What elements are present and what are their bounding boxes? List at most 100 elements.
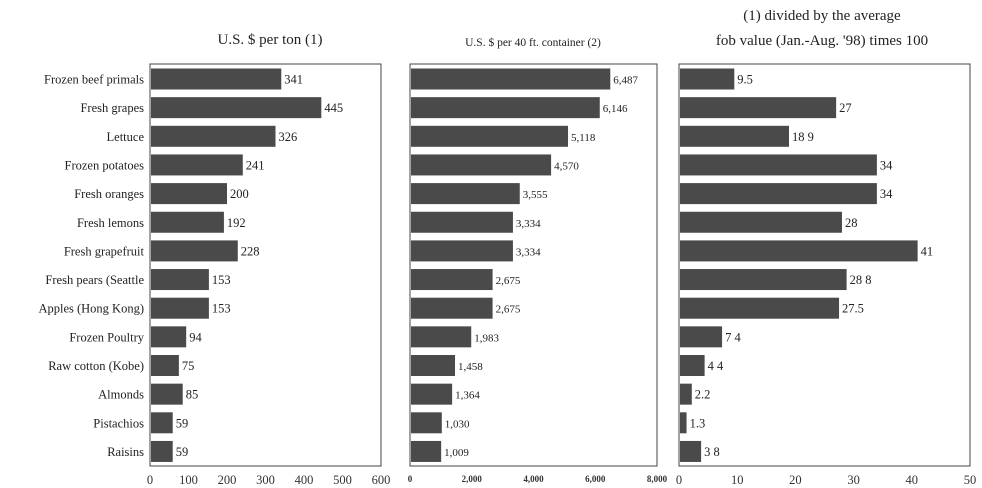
data-label: 341 — [284, 73, 303, 87]
data-label: 34 — [880, 187, 893, 201]
data-label: 1,364 — [455, 390, 480, 402]
bar — [411, 383, 453, 405]
bar — [680, 269, 847, 291]
x-tick-label: 20 — [789, 473, 802, 487]
data-label: 6,146 — [603, 103, 628, 115]
bar — [411, 269, 493, 291]
x-tick-label: 50 — [964, 473, 977, 487]
bar — [411, 355, 456, 376]
category-label: Frozen Poultry — [69, 330, 144, 344]
chart-panels: U.S. $ per ton (1)3414453262412001922281… — [147, 8, 976, 487]
bar — [411, 240, 513, 262]
bar — [411, 412, 442, 434]
x-tick-label: 100 — [179, 473, 198, 487]
data-label: 1,030 — [445, 418, 470, 430]
bar — [411, 440, 442, 462]
bar — [680, 240, 918, 262]
data-label: 3,334 — [516, 218, 541, 230]
bar — [151, 326, 187, 348]
bar — [411, 125, 569, 147]
data-label: 326 — [279, 130, 298, 144]
data-label: 59 — [176, 416, 189, 430]
bar — [680, 183, 877, 205]
data-label: 75 — [182, 359, 195, 373]
bar — [680, 383, 692, 405]
bar — [411, 183, 520, 205]
bar — [680, 412, 687, 434]
data-label: 200 — [230, 187, 249, 201]
x-tick-label: 400 — [295, 473, 314, 487]
bar — [151, 269, 209, 291]
data-label: 445 — [324, 101, 343, 115]
panel-title: fob value (Jan.-Aug. '98) times 100 — [716, 33, 928, 49]
bar — [411, 211, 513, 233]
bar — [151, 383, 183, 405]
data-label: 41 — [921, 244, 934, 258]
data-label: 59 — [176, 445, 189, 459]
category-label: Apples (Hong Kong) — [38, 302, 144, 316]
data-label: 27 — [839, 101, 852, 115]
data-label: 3,334 — [516, 246, 541, 258]
category-label: Almonds — [98, 388, 144, 402]
category-labels: Frozen beef primals Fresh grapes Lettuce Fr… — [38, 73, 144, 459]
x-tick-label: 2,000 — [462, 474, 483, 484]
category-label: Lettuce — [107, 130, 145, 144]
data-label: 1.3 — [690, 416, 706, 430]
plot-frame — [678, 63, 971, 467]
data-label: 192 — [227, 216, 246, 230]
data-label: 18 9 — [792, 130, 814, 144]
bar — [151, 183, 227, 205]
bar — [151, 125, 276, 147]
bar — [680, 68, 735, 90]
data-label: 6,487 — [613, 75, 638, 87]
data-label: 94 — [189, 330, 202, 344]
category-label: Raw cotton (Kobe) — [48, 359, 144, 373]
bar — [151, 154, 243, 176]
data-label: 4,570 — [554, 160, 579, 172]
x-tick-label: 0 — [676, 473, 682, 487]
bar — [411, 97, 600, 119]
x-tick-label: 30 — [847, 473, 860, 487]
data-label: 28 — [845, 216, 858, 230]
x-tick-label: 8,000 — [647, 474, 668, 484]
panel-title: (1) divided by the average — [743, 8, 901, 24]
data-label: 1,458 — [458, 361, 483, 373]
data-label: 2,675 — [496, 304, 521, 316]
category-label: Fresh pears (Seattle — [45, 273, 144, 287]
plot-frame — [149, 63, 382, 467]
panel-title: U.S. $ per 40 ft. container (2) — [465, 36, 601, 49]
bar — [680, 326, 723, 348]
data-label: 7 4 — [725, 330, 741, 344]
x-tick-label: 4,000 — [523, 474, 544, 484]
x-tick-label: 600 — [372, 473, 391, 487]
category-label: Raisins — [107, 445, 144, 459]
data-label: 5,118 — [571, 132, 596, 144]
data-label: 1,009 — [444, 447, 469, 459]
x-tick-label: 0 — [147, 473, 153, 487]
data-label: 3 8 — [704, 445, 720, 459]
bar — [411, 297, 493, 319]
bar — [151, 211, 224, 233]
data-label: 153 — [212, 273, 231, 287]
bar — [411, 154, 552, 176]
data-label: 85 — [186, 388, 199, 402]
data-label: 4 4 — [708, 359, 724, 373]
data-label: 2.2 — [695, 388, 711, 402]
bar — [151, 240, 238, 262]
bar — [680, 211, 842, 233]
data-label: 28 8 — [850, 273, 872, 287]
data-label: 9.5 — [737, 73, 753, 87]
category-label: Frozen beef primals — [44, 73, 144, 87]
category-label: Fresh oranges — [74, 187, 144, 201]
category-label: Fresh grapefruit — [64, 244, 145, 258]
data-label: 34 — [880, 158, 893, 172]
bar — [411, 326, 472, 348]
category-label: Fresh grapes — [80, 101, 144, 115]
panel-title: U.S. $ per ton (1) — [218, 32, 323, 48]
data-label: 27.5 — [842, 302, 864, 316]
bar — [151, 97, 322, 119]
x-tick-label: 10 — [731, 473, 744, 487]
data-label: 228 — [241, 244, 260, 258]
bar — [680, 154, 877, 176]
